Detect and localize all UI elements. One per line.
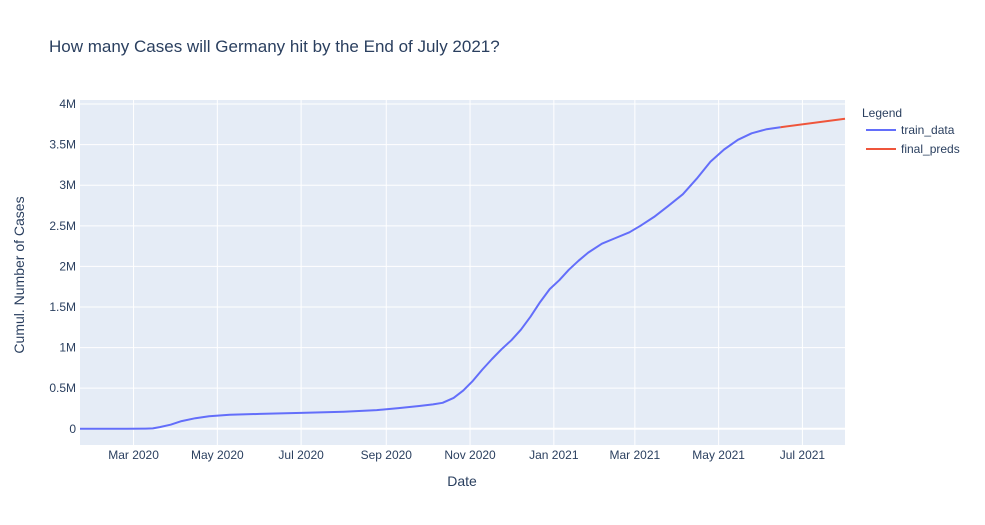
y-axis-ticks: 0 0.5M 1M 1.5M 2M 2.5M 3M 3.5M 4M xyxy=(49,97,76,436)
x-tick-label: Nov 2020 xyxy=(444,448,496,462)
chart-title: How many Cases will Germany hit by the E… xyxy=(49,37,500,56)
y-tick-label: 3M xyxy=(59,178,76,192)
legend-title: Legend xyxy=(862,106,902,120)
x-tick-label: Jan 2021 xyxy=(529,448,579,462)
x-tick-label: Jul 2020 xyxy=(278,448,324,462)
legend[interactable]: Legend train_data final_preds xyxy=(862,106,960,156)
y-tick-label: 2.5M xyxy=(49,219,76,233)
legend-label: final_preds xyxy=(901,142,960,156)
x-tick-label: Sep 2020 xyxy=(361,448,413,462)
y-axis-title: Cumul. Number of Cases xyxy=(11,196,27,353)
x-axis-ticks: Mar 2020 May 2020 Jul 2020 Sep 2020 Nov 2020… xyxy=(108,448,825,462)
series-line-train-data xyxy=(80,126,781,430)
y-tick-label: 3.5M xyxy=(49,138,76,152)
y-tick-label: 4M xyxy=(59,97,76,111)
x-axis-title: Date xyxy=(447,473,477,489)
x-tick-label: Mar 2021 xyxy=(610,448,661,462)
x-tick-label: Mar 2020 xyxy=(108,448,159,462)
plot-area xyxy=(80,100,845,445)
series-lines xyxy=(80,117,846,430)
y-tick-label: 0.5M xyxy=(49,381,76,395)
legend-item-final-preds[interactable]: final_preds xyxy=(866,142,960,156)
y-tick-label: 1M xyxy=(59,341,76,355)
legend-item-train-data[interactable]: train_data xyxy=(866,123,955,137)
y-tick-label: 1.5M xyxy=(49,300,76,314)
legend-label: train_data xyxy=(901,123,955,137)
x-tick-label: May 2021 xyxy=(692,448,745,462)
x-tick-label: May 2020 xyxy=(191,448,244,462)
gridlines xyxy=(80,100,845,445)
series-line-final-preds xyxy=(780,117,846,129)
y-tick-label: 2M xyxy=(59,259,76,273)
y-tick-label: 0 xyxy=(69,422,76,436)
x-tick-label: Jul 2021 xyxy=(780,448,826,462)
